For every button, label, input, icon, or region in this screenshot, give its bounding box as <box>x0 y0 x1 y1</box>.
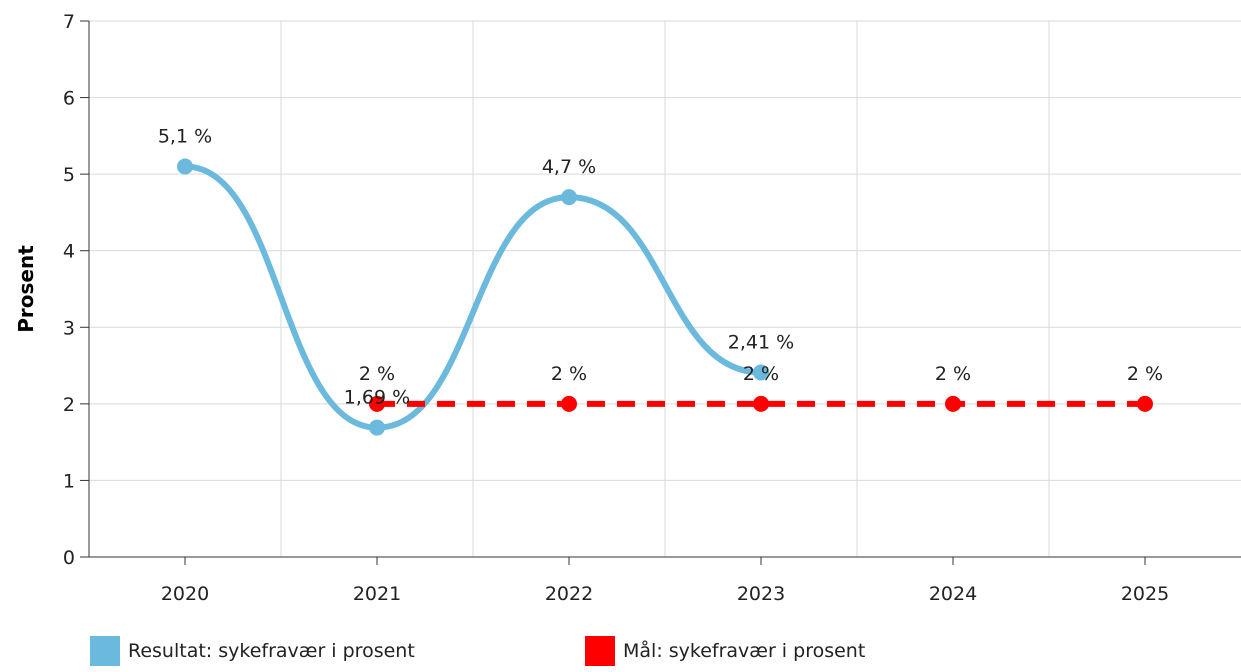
y-tick-label: 6 <box>63 88 75 110</box>
y-tick-label: 5 <box>63 164 75 186</box>
series-layer <box>177 158 1153 436</box>
point-maal <box>753 395 769 412</box>
data-label: 2 % <box>1127 363 1163 385</box>
point-resultat <box>753 364 769 381</box>
axes <box>80 20 1241 565</box>
x-tick-label: 2021 <box>353 583 401 605</box>
data-label: 1,69 % <box>344 387 410 409</box>
series-line-resultat <box>182 163 764 431</box>
legend: Resultat: sykefravær i prosent Mål: syke… <box>0 636 1241 672</box>
data-label: 2,41 % <box>728 331 794 353</box>
legend-item-maal[interactable]: Mål: sykefravær i prosent <box>585 636 865 666</box>
y-tick-label: 4 <box>63 241 75 263</box>
legend-label-resultat: Resultat: sykefravær i prosent <box>128 640 415 662</box>
data-label: 2 % <box>359 363 395 385</box>
point-resultat <box>177 158 193 175</box>
point-maal <box>1137 395 1153 412</box>
y-tick-labels: 0 1 2 3 4 5 6 7 <box>63 11 75 569</box>
point-resultat <box>369 419 385 436</box>
y-tick-label: 7 <box>63 11 75 33</box>
data-labels: 5,1 % 1,69 % 4,7 % 2,41 % 2 % 2 % 2 % 2 % 2 % <box>158 125 1163 408</box>
series-1 <box>369 395 1153 412</box>
data-label: 5,1 % <box>158 125 212 147</box>
x-tick-label: 2022 <box>545 583 593 605</box>
point-maal <box>369 395 385 412</box>
x-tick-label: 2023 <box>737 583 785 605</box>
legend-item-resultat[interactable]: Resultat: sykefravær i prosent <box>90 636 415 666</box>
point-maal <box>561 395 577 412</box>
legend-swatch-maal <box>585 636 615 666</box>
point-resultat <box>561 189 577 206</box>
data-label: 2 % <box>551 363 587 385</box>
x-tick-label: 2020 <box>161 583 209 605</box>
data-label: 4,7 % <box>542 156 596 178</box>
data-label: 2 % <box>935 363 971 385</box>
y-tick-label: 1 <box>63 470 75 492</box>
y-tick-label: 2 <box>63 394 75 416</box>
legend-label-maal: Mål: sykefravær i prosent <box>623 640 866 662</box>
data-label: 2 % <box>743 363 779 385</box>
x-tick-labels: 2020 2021 2022 2023 2024 2025 <box>161 583 1169 605</box>
line-chart: 0 1 2 3 4 5 6 7 2020 2021 2022 2023 2024 2025 Prosen… <box>14 11 1241 605</box>
grid-lines <box>89 20 1241 557</box>
series-0 <box>177 158 769 436</box>
y-axis-title: Prosent <box>14 245 38 333</box>
legend-swatch-resultat <box>90 636 120 666</box>
x-tick-label: 2024 <box>929 583 977 605</box>
point-maal <box>945 395 961 412</box>
x-tick-label: 2025 <box>1121 583 1169 605</box>
y-tick-label: 3 <box>63 317 75 339</box>
y-tick-label: 0 <box>63 547 75 569</box>
